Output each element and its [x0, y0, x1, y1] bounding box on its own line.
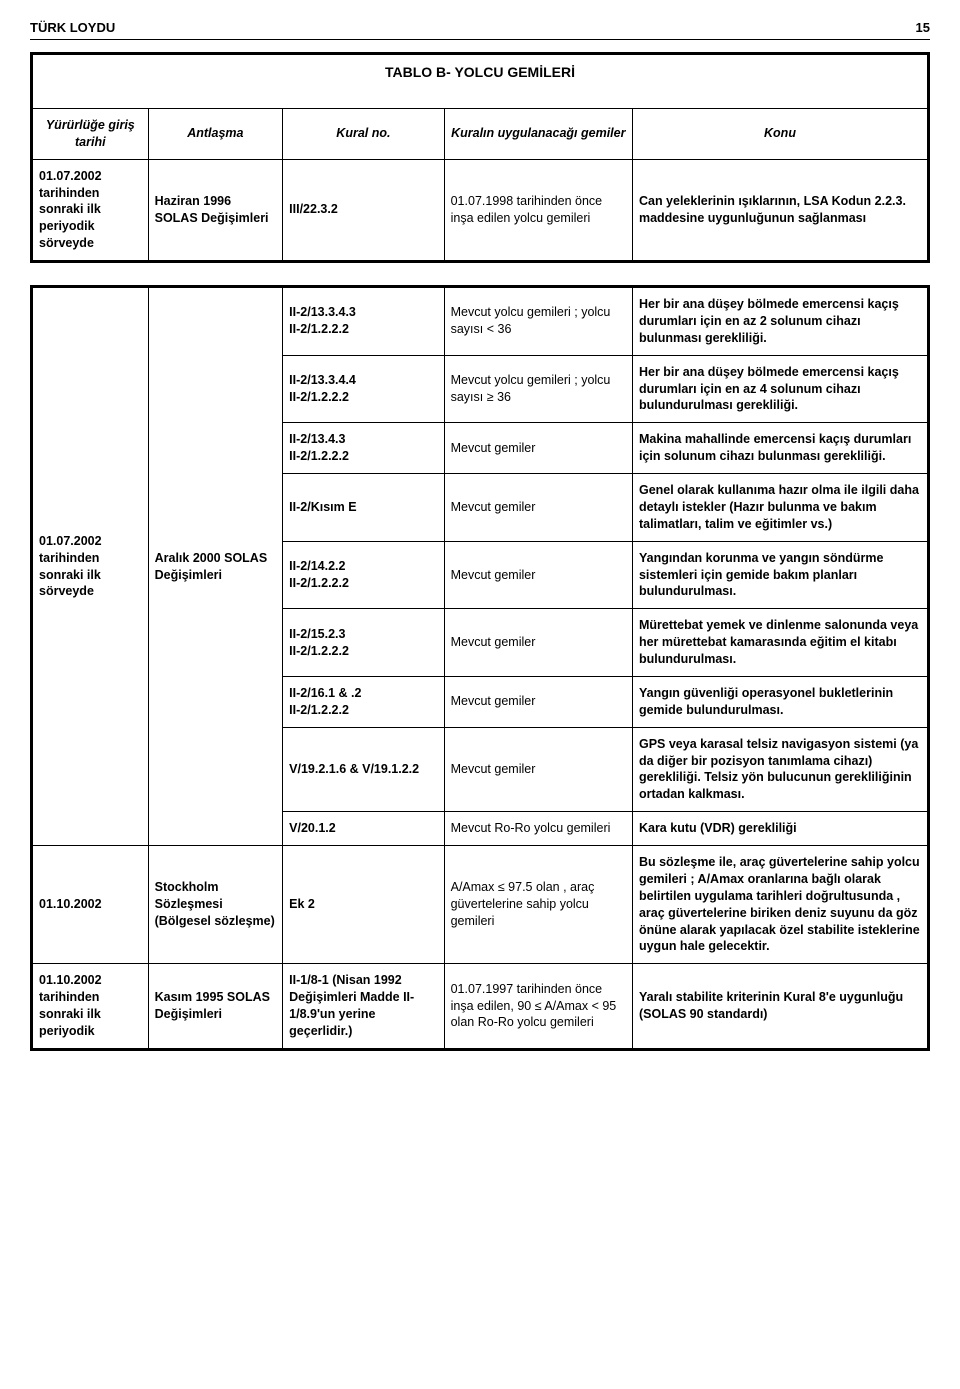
cell-ship: Mevcut gemiler — [444, 676, 632, 727]
cell-subject: Yaralı stabilite kriterinin Kural 8'e uy… — [632, 964, 928, 1050]
cell-ship: 01.07.1998 tarihinden önce inşa edilen y… — [444, 159, 632, 261]
cell-date: 01.10.2002 — [32, 846, 149, 964]
cell-subject: Yangından korunma ve yangın söndürme sis… — [632, 541, 928, 609]
cell-rule: II-2/15.2.3 II-2/1.2.2.2 — [283, 609, 444, 677]
cell-subject: Her bir ana düşey bölmede emercensi kaçı… — [632, 355, 928, 423]
cell-rule: V/20.1.2 — [283, 812, 444, 846]
cell-subject: Genel olarak kullanıma hazır olma ile il… — [632, 474, 928, 542]
cell-date: 01.07.2002 tarihinden sonraki ilk sörvey… — [32, 287, 149, 846]
cell-rule: II-2/13.4.3 II-2/1.2.2.2 — [283, 423, 444, 474]
cell-subject: Kara kutu (VDR) gerekliliği — [632, 812, 928, 846]
table-row: 01.10.2002 tarihinden sonraki ilk periyo… — [32, 964, 929, 1050]
cell-rule: V/19.2.1.6 & V/19.1.2.2 — [283, 727, 444, 812]
cell-subject: Makina mahallinde emercensi kaçış duruml… — [632, 423, 928, 474]
group2-table: 01.07.2002 tarihinden sonraki ilk sörvey… — [30, 285, 930, 1051]
cell-date: 01.07.2002 tarihinden sonraki ilk periyo… — [32, 159, 149, 261]
cell-subject: GPS veya karasal telsiz navigasyon siste… — [632, 727, 928, 812]
col-header-date: Yürürlüğe giriş tarihi — [32, 108, 149, 159]
cell-rule: II-2/13.3.4.3 II-2/1.2.2.2 — [283, 287, 444, 356]
cell-ship: Mevcut gemiler — [444, 609, 632, 677]
col-header-ship: Kuralın uygulanacağı gemiler — [444, 108, 632, 159]
table-row: 01.07.2002 tarihinden sonraki ilk sörvey… — [32, 287, 929, 356]
cell-ship: Mevcut gemiler — [444, 727, 632, 812]
cell-rule: II-2/13.3.4.4 II-2/1.2.2.2 — [283, 355, 444, 423]
cell-subject: Can yeleklerinin ışıklarının, LSA Kodun … — [632, 159, 928, 261]
cell-subject: Yangın güvenliği operasyonel bukletlerin… — [632, 676, 928, 727]
cell-ship: A/Amax ≤ 97.5 olan , araç güvertelerine … — [444, 846, 632, 964]
cell-ship: Mevcut gemiler — [444, 541, 632, 609]
table-header-row: Yürürlüğe giriş tarihi Antlaşma Kural no… — [32, 108, 929, 159]
cell-date: 01.10.2002 tarihinden sonraki ilk periyo… — [32, 964, 149, 1050]
cell-treaty: Stockholm Sözleşmesi (Bölgesel sözleşme) — [148, 846, 283, 964]
table-title: TABLO B- YOLCU GEMİLERİ — [39, 63, 921, 82]
cell-ship: Mevcut gemiler — [444, 474, 632, 542]
cell-ship: Mevcut gemiler — [444, 423, 632, 474]
cell-ship: Mevcut yolcu gemileri ; yolcu sayısı < 3… — [444, 287, 632, 356]
main-table: TABLO B- YOLCU GEMİLERİ Yürürlüğe giriş … — [30, 52, 930, 263]
table-row: 01.07.2002 tarihinden sonraki ilk periyo… — [32, 159, 929, 261]
col-header-treaty: Antlaşma — [148, 108, 283, 159]
cell-treaty: Kasım 1995 SOLAS Değişimleri — [148, 964, 283, 1050]
cell-ship: 01.07.1997 tarihinden önce inşa edilen, … — [444, 964, 632, 1050]
header-right: 15 — [916, 20, 930, 35]
col-header-rule: Kural no. — [283, 108, 444, 159]
cell-rule: III/22.3.2 — [283, 159, 444, 261]
cell-treaty: Haziran 1996 SOLAS Değişimleri — [148, 159, 283, 261]
cell-subject: Mürettebat yemek ve dinlenme salonunda v… — [632, 609, 928, 677]
cell-rule: II-2/16.1 & .2 II-2/1.2.2.2 — [283, 676, 444, 727]
cell-subject: Her bir ana düşey bölmede emercensi kaçı… — [632, 287, 928, 356]
cell-rule: Ek 2 — [283, 846, 444, 964]
cell-rule: II-2/14.2.2 II-2/1.2.2.2 — [283, 541, 444, 609]
cell-ship: Mevcut Ro-Ro yolcu gemileri — [444, 812, 632, 846]
page-header: TÜRK LOYDU 15 — [30, 20, 930, 40]
table-row: 01.10.2002 Stockholm Sözleşmesi (Bölgese… — [32, 846, 929, 964]
col-header-subject: Konu — [632, 108, 928, 159]
cell-rule: II-1/8-1 (Nisan 1992 Değişimleri Madde I… — [283, 964, 444, 1050]
cell-rule: II-2/Kısım E — [283, 474, 444, 542]
cell-treaty: Aralık 2000 SOLAS Değişimleri — [148, 287, 283, 846]
header-left: TÜRK LOYDU — [30, 20, 115, 35]
cell-ship: Mevcut yolcu gemileri ; yolcu sayısı ≥ 3… — [444, 355, 632, 423]
cell-subject: Bu sözleşme ile, araç güvertelerine sahi… — [632, 846, 928, 964]
